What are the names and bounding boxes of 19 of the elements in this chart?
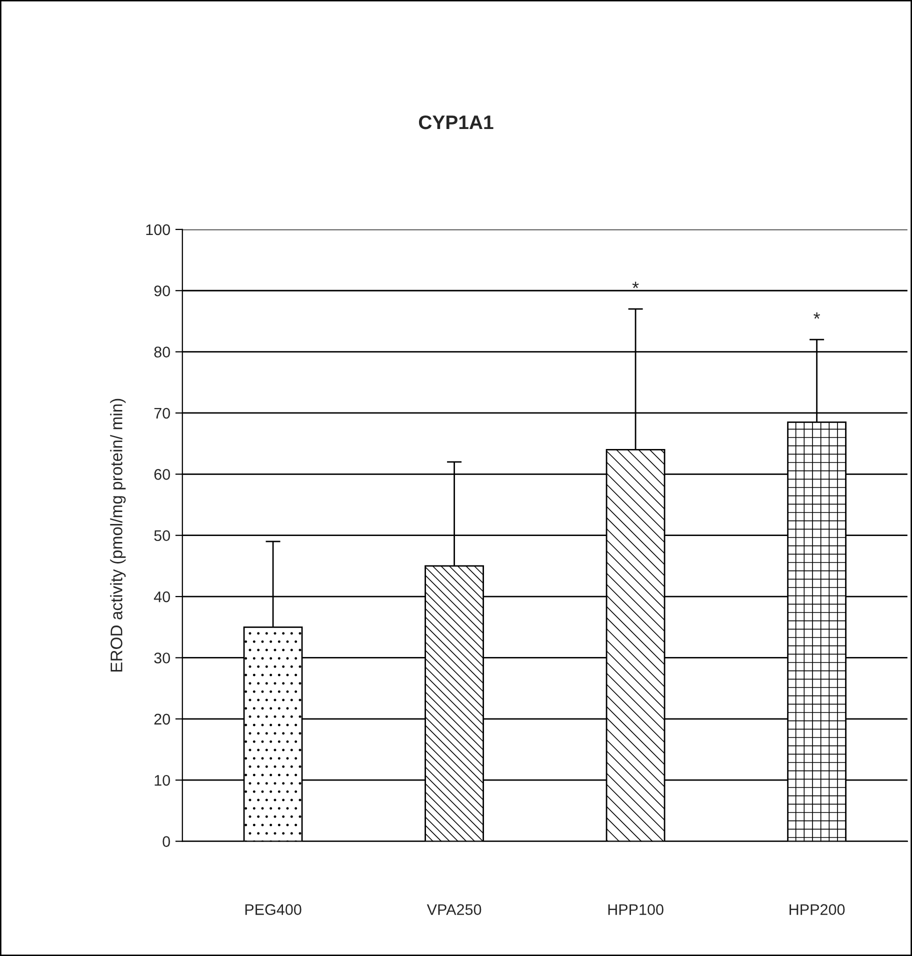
- x-tick-label: HPP100: [608, 904, 664, 915]
- y-tick-label: 10: [154, 774, 170, 786]
- x-tick-label: HPP200: [790, 904, 845, 915]
- x-tick-label: VPA250: [426, 904, 482, 915]
- y-tick-label: 90: [154, 285, 170, 296]
- y-tick-label: 20: [154, 714, 170, 725]
- y-tick-label: 0: [162, 836, 170, 847]
- y-tick-label: 80: [154, 346, 170, 358]
- y-tick-label: 60: [154, 469, 170, 480]
- y-tick-label: 100: [146, 224, 170, 236]
- y-tick-label: 50: [154, 530, 170, 542]
- y-axis-title: EROD activity (pmol/mg protein/ min): [110, 398, 126, 672]
- y-tick-label: 40: [154, 591, 170, 602]
- annotation: *: [814, 312, 820, 319]
- y-tick-label: 30: [154, 652, 170, 664]
- x-tick-label: PEG400: [245, 904, 302, 915]
- chart-title: CYP1A1: [418, 115, 494, 130]
- annotation: *: [632, 282, 639, 288]
- y-tick-label: 70: [154, 408, 170, 419]
